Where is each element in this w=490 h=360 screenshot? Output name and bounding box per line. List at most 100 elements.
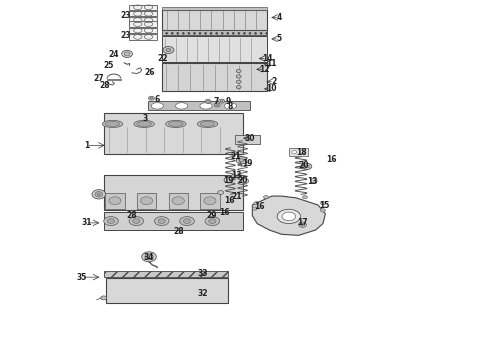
Ellipse shape [151, 103, 163, 109]
Ellipse shape [122, 50, 132, 58]
Text: 20: 20 [298, 161, 309, 170]
Ellipse shape [224, 177, 233, 183]
Text: 15: 15 [319, 201, 330, 210]
Text: 28: 28 [173, 227, 184, 236]
Text: 23: 23 [121, 11, 131, 20]
Ellipse shape [292, 150, 296, 154]
Ellipse shape [236, 75, 241, 78]
Ellipse shape [166, 48, 171, 51]
Ellipse shape [216, 104, 219, 106]
Text: 5: 5 [276, 35, 282, 44]
Bar [129, 21, 157, 27]
Bar [104, 175, 243, 210]
Bar [104, 271, 228, 277]
Ellipse shape [142, 252, 156, 262]
Ellipse shape [205, 99, 211, 103]
Ellipse shape [310, 179, 317, 183]
Text: 22: 22 [157, 54, 168, 63]
Bar [129, 18, 157, 23]
Bar [129, 11, 157, 17]
Bar [104, 212, 243, 230]
Ellipse shape [236, 157, 247, 164]
Text: 27: 27 [94, 74, 104, 83]
Ellipse shape [150, 97, 153, 99]
Text: 16: 16 [224, 196, 235, 205]
Text: 26: 26 [145, 68, 155, 77]
Text: 35: 35 [76, 273, 87, 282]
Text: 13: 13 [307, 176, 318, 185]
Ellipse shape [166, 120, 186, 127]
Bar [289, 148, 308, 156]
Ellipse shape [220, 100, 223, 102]
Bar [235, 135, 260, 144]
Bar [162, 63, 267, 91]
Bar [162, 36, 267, 62]
Text: 11: 11 [267, 59, 277, 68]
Ellipse shape [206, 100, 209, 102]
Text: 34: 34 [144, 253, 154, 262]
Ellipse shape [200, 121, 215, 126]
Ellipse shape [239, 159, 244, 162]
Ellipse shape [105, 121, 120, 126]
Ellipse shape [205, 217, 220, 226]
Ellipse shape [300, 224, 304, 226]
Ellipse shape [302, 195, 307, 199]
Text: 31: 31 [81, 219, 92, 228]
Text: 2: 2 [271, 77, 277, 86]
Ellipse shape [214, 103, 220, 107]
Ellipse shape [236, 80, 241, 84]
Ellipse shape [95, 192, 103, 197]
Ellipse shape [209, 219, 216, 224]
Ellipse shape [254, 202, 259, 205]
Text: 6: 6 [155, 95, 160, 104]
Bar [129, 28, 157, 33]
Ellipse shape [252, 207, 257, 210]
Text: 20: 20 [237, 176, 248, 185]
Text: 3: 3 [143, 114, 148, 123]
Text: 16: 16 [254, 202, 265, 211]
Text: 14: 14 [262, 54, 272, 63]
Ellipse shape [124, 52, 130, 56]
Bar [104, 113, 243, 154]
Text: 29: 29 [207, 211, 217, 220]
Text: 10: 10 [267, 84, 277, 93]
Text: 1: 1 [84, 141, 89, 150]
Text: 4: 4 [276, 13, 282, 22]
Polygon shape [252, 196, 325, 235]
Ellipse shape [172, 197, 184, 204]
Ellipse shape [169, 121, 183, 126]
Bar [147, 102, 250, 111]
Ellipse shape [300, 150, 305, 154]
Ellipse shape [277, 209, 300, 224]
Ellipse shape [219, 99, 224, 103]
Bar [162, 10, 267, 30]
Ellipse shape [204, 197, 216, 204]
Ellipse shape [141, 197, 153, 204]
Ellipse shape [320, 209, 325, 212]
Ellipse shape [224, 103, 237, 109]
Ellipse shape [305, 165, 310, 168]
Text: 28: 28 [126, 211, 137, 220]
Ellipse shape [107, 219, 115, 224]
Text: 24: 24 [108, 50, 119, 59]
Ellipse shape [242, 179, 248, 184]
Bar [162, 8, 267, 10]
Ellipse shape [298, 222, 306, 227]
Text: 16: 16 [326, 155, 337, 164]
Ellipse shape [134, 120, 154, 127]
Ellipse shape [101, 296, 107, 300]
Bar [162, 30, 267, 35]
Ellipse shape [158, 219, 165, 224]
Text: 19: 19 [242, 159, 253, 168]
Ellipse shape [133, 219, 140, 224]
Bar [137, 193, 156, 208]
Ellipse shape [183, 219, 191, 224]
Text: 12: 12 [259, 65, 270, 74]
Text: 32: 32 [197, 289, 208, 298]
Text: 18: 18 [296, 148, 306, 157]
Ellipse shape [109, 197, 121, 204]
Text: 21: 21 [230, 152, 241, 161]
Ellipse shape [320, 202, 325, 205]
Ellipse shape [218, 190, 223, 194]
Text: 7: 7 [213, 97, 219, 106]
